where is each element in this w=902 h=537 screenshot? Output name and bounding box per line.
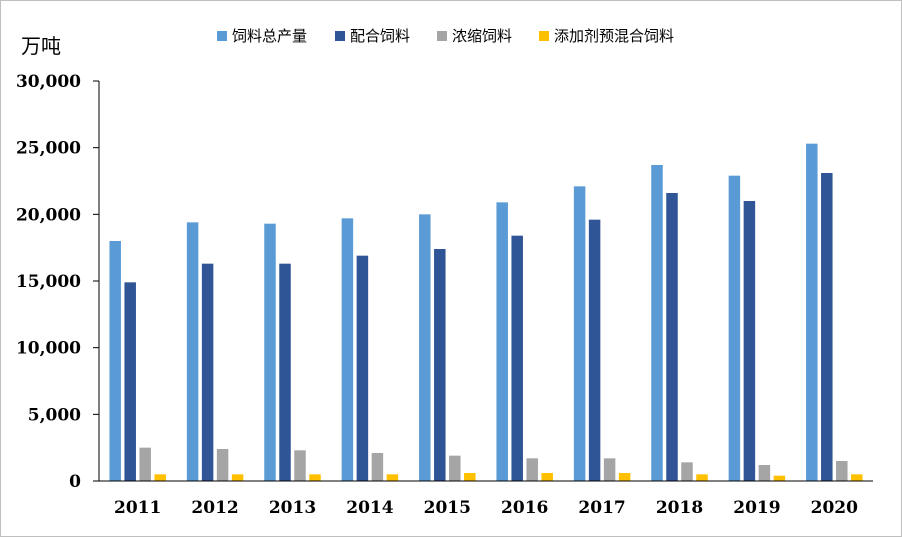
x-tick-label: 2014: [346, 498, 393, 518]
bar-2011-1: [109, 241, 121, 481]
y-tick-label: 10,000: [16, 339, 81, 359]
bar-2017-1: [573, 186, 586, 482]
bar-2018-2: [666, 193, 678, 481]
bar-2019-2: [743, 201, 756, 481]
bar-2020-1: [806, 143, 818, 481]
x-tick-label: 2012: [191, 498, 238, 518]
x-tick-label: 2016: [501, 498, 548, 518]
x-tick-label: 2018: [656, 498, 703, 518]
bar-2015-1: [419, 214, 431, 482]
legend: 饲料总产量 配合饲料 浓缩饲料 添加剂预混合饲料: [217, 27, 674, 45]
bar-2020-4: [851, 474, 863, 481]
bar-2019-1: [728, 175, 741, 481]
bar-2016-3: [526, 458, 538, 481]
bar-2016-1: [496, 202, 508, 482]
legend-label: 浓缩饲料: [452, 27, 512, 45]
bar-2016-4: [541, 473, 553, 481]
y-tick-label: 15,000: [16, 272, 81, 292]
x-tick-label: 2019: [733, 498, 780, 518]
x-tick-label: 2011: [114, 498, 161, 518]
bar-2014-2: [356, 255, 369, 481]
bar-2011-3: [139, 447, 151, 481]
bar-2013-2: [279, 263, 291, 481]
bar-2018-4: [696, 474, 708, 481]
y-axis-unit-label: 万吨: [21, 34, 61, 58]
legend-swatch: [437, 31, 447, 41]
x-tick-label: 2020: [811, 498, 858, 518]
bar-2016-2: [511, 235, 523, 481]
bar-2017-4: [618, 473, 631, 481]
bar-2013-4: [309, 474, 321, 481]
y-tick-label: 20,000: [16, 205, 81, 225]
bar-2018-3: [681, 462, 693, 481]
x-tick-label: 2015: [424, 498, 471, 518]
bar-2014-1: [341, 218, 354, 482]
bar-2015-3: [449, 455, 461, 481]
y-tick-label: 25,000: [16, 139, 81, 159]
legend-label: 饲料总产量: [232, 27, 307, 45]
bar-2014-4: [386, 474, 399, 481]
bar-2011-2: [124, 282, 136, 481]
legend-label: 添加剂预混合饲料: [554, 27, 674, 45]
legend-swatch: [335, 31, 345, 41]
legend-swatch: [539, 31, 549, 41]
bar-2017-3: [603, 458, 616, 481]
bar-2014-3: [371, 453, 384, 481]
bar-2012-1: [186, 222, 199, 482]
bar-2020-2: [821, 173, 833, 481]
bar-2018-1: [651, 165, 663, 481]
bar-2019-3: [758, 465, 771, 481]
y-tick-label: 30,000: [16, 72, 81, 92]
bar-2017-2: [588, 219, 601, 481]
bar-2019-4: [773, 475, 786, 481]
bar-2015-4: [464, 473, 476, 481]
y-axis: 0 5,000 10,000 15,000 20,000 25,000 30,000: [16, 72, 100, 492]
bar-2015-2: [434, 249, 446, 481]
bar-2012-3: [216, 449, 229, 481]
legend-swatch: [217, 31, 227, 41]
bar-2020-3: [836, 461, 848, 481]
bar-2012-2: [201, 263, 214, 481]
legend-label: 配合饲料: [350, 27, 410, 45]
y-tick-label: 0: [69, 472, 81, 492]
x-axis: 2011 2012 2013 2014 2015 2016 2017 2018 2019 2020: [99, 480, 873, 518]
bar-2013-3: [294, 450, 306, 481]
bar-2013-1: [264, 223, 276, 481]
bar-2011-4: [154, 474, 166, 481]
y-tick-label: 5,000: [28, 405, 81, 425]
x-tick-label: 2017: [578, 498, 625, 518]
bars-group: [109, 143, 863, 482]
bar-2012-4: [231, 474, 244, 481]
x-tick-label: 2013: [269, 498, 316, 518]
